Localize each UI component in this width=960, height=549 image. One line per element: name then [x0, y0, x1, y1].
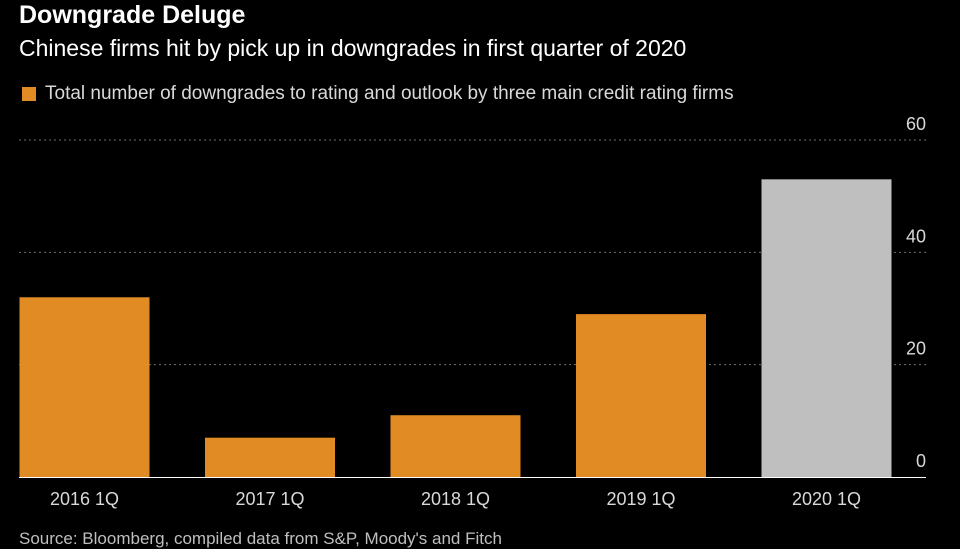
x-tick-label: 2019 1Q — [606, 489, 675, 509]
y-tick-label: 0 — [916, 451, 926, 471]
bar — [576, 314, 706, 477]
y-tick-label: 20 — [906, 339, 926, 359]
x-tick-label: 2017 1Q — [235, 489, 304, 509]
bar — [761, 179, 892, 478]
legend-swatch — [22, 87, 36, 101]
chart-subtitle: Chinese firms hit by pick up in downgrad… — [19, 35, 687, 61]
chart-title: Downgrade Deluge — [19, 1, 246, 29]
x-tick-label: 2020 1Q — [792, 489, 861, 509]
bar — [19, 297, 150, 477]
bar — [390, 415, 521, 477]
legend-label: Total number of downgrades to rating and… — [45, 83, 734, 104]
bar — [205, 437, 335, 477]
source-note: Source: Bloomberg, compiled data from S&… — [19, 529, 502, 548]
x-tick-label: 2016 1Q — [50, 489, 119, 509]
y-tick-label: 60 — [906, 114, 926, 134]
x-tick-label: 2018 1Q — [421, 489, 490, 509]
y-tick-label: 40 — [906, 226, 926, 246]
legend: Total number of downgrades to rating and… — [22, 82, 734, 106]
